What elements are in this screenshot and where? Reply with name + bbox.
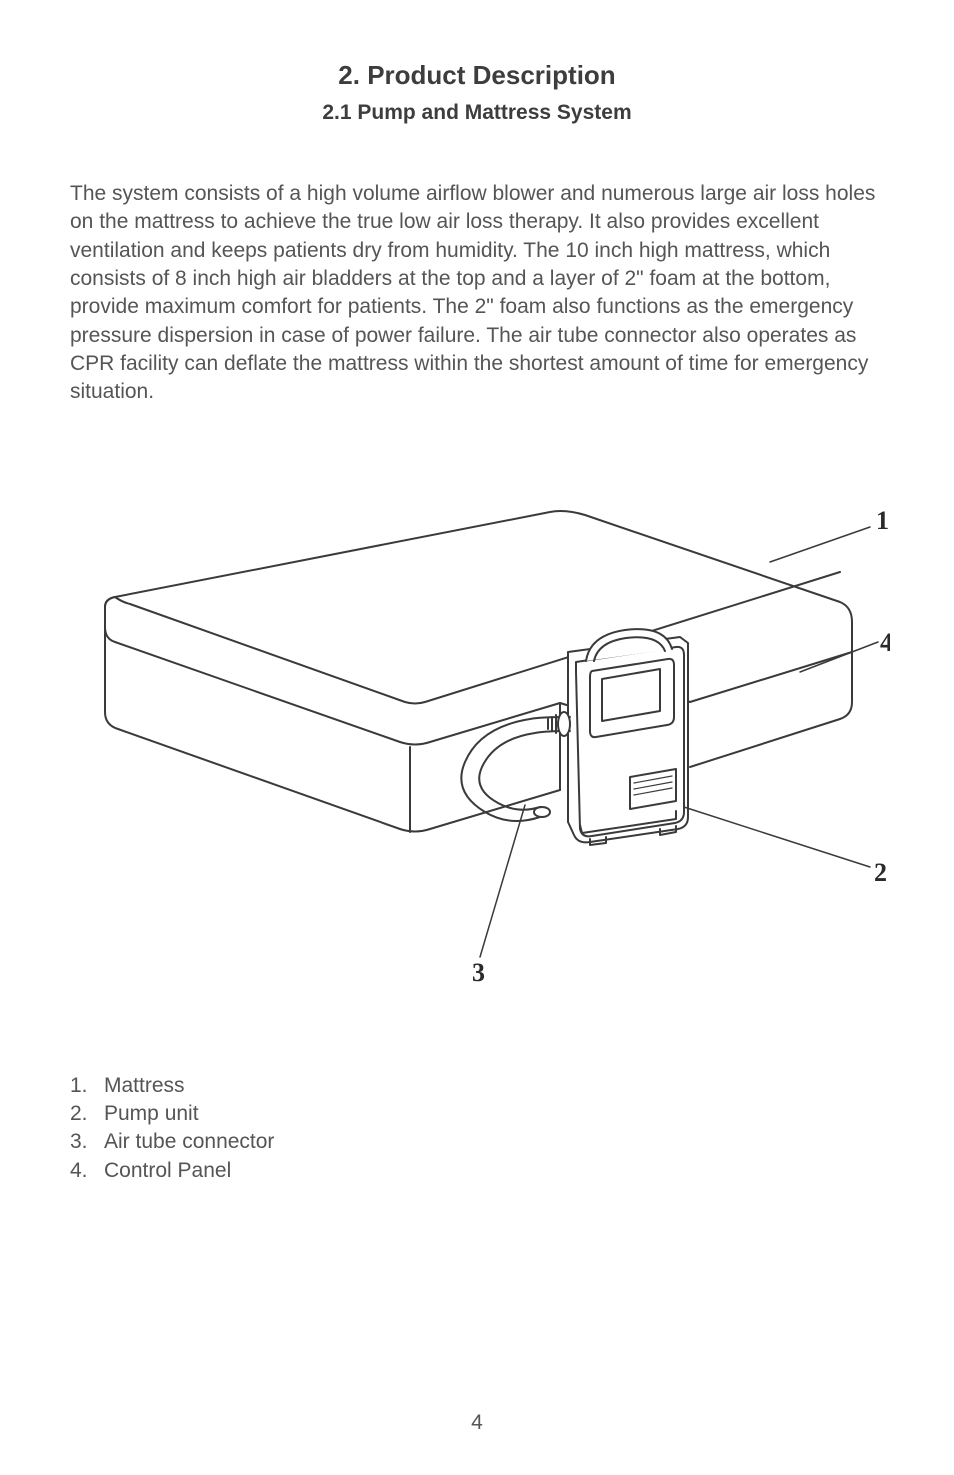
legend-label: Air tube connector: [104, 1128, 274, 1156]
section-heading: 2. Product Description: [70, 60, 884, 91]
legend-item: 4. Control Panel: [70, 1157, 884, 1185]
legend-item: 3. Air tube connector: [70, 1128, 884, 1156]
legend-label: Pump unit: [104, 1100, 199, 1128]
legend-label: Mattress: [104, 1072, 185, 1100]
legend-label: Control Panel: [104, 1157, 231, 1185]
legend-item: 2. Pump unit: [70, 1100, 884, 1128]
page-number: 4: [0, 1411, 954, 1435]
legend-num: 4.: [70, 1157, 104, 1185]
legend-num: 2.: [70, 1100, 104, 1128]
diagram-legend: 1. Mattress 2. Pump unit 3. Air tube con…: [70, 1072, 884, 1185]
callout-1: 1: [876, 506, 889, 535]
product-diagram: 1 4 2 3: [70, 467, 884, 1012]
legend-num: 3.: [70, 1128, 104, 1156]
legend-item: 1. Mattress: [70, 1072, 884, 1100]
description-paragraph: The system consists of a high volume air…: [70, 180, 884, 407]
callout-3: 3: [472, 958, 485, 987]
legend-num: 1.: [70, 1072, 104, 1100]
callout-2: 2: [874, 858, 887, 887]
subsection-heading: 2.1 Pump and Mattress System: [70, 101, 884, 125]
callout-4: 4: [880, 628, 890, 657]
